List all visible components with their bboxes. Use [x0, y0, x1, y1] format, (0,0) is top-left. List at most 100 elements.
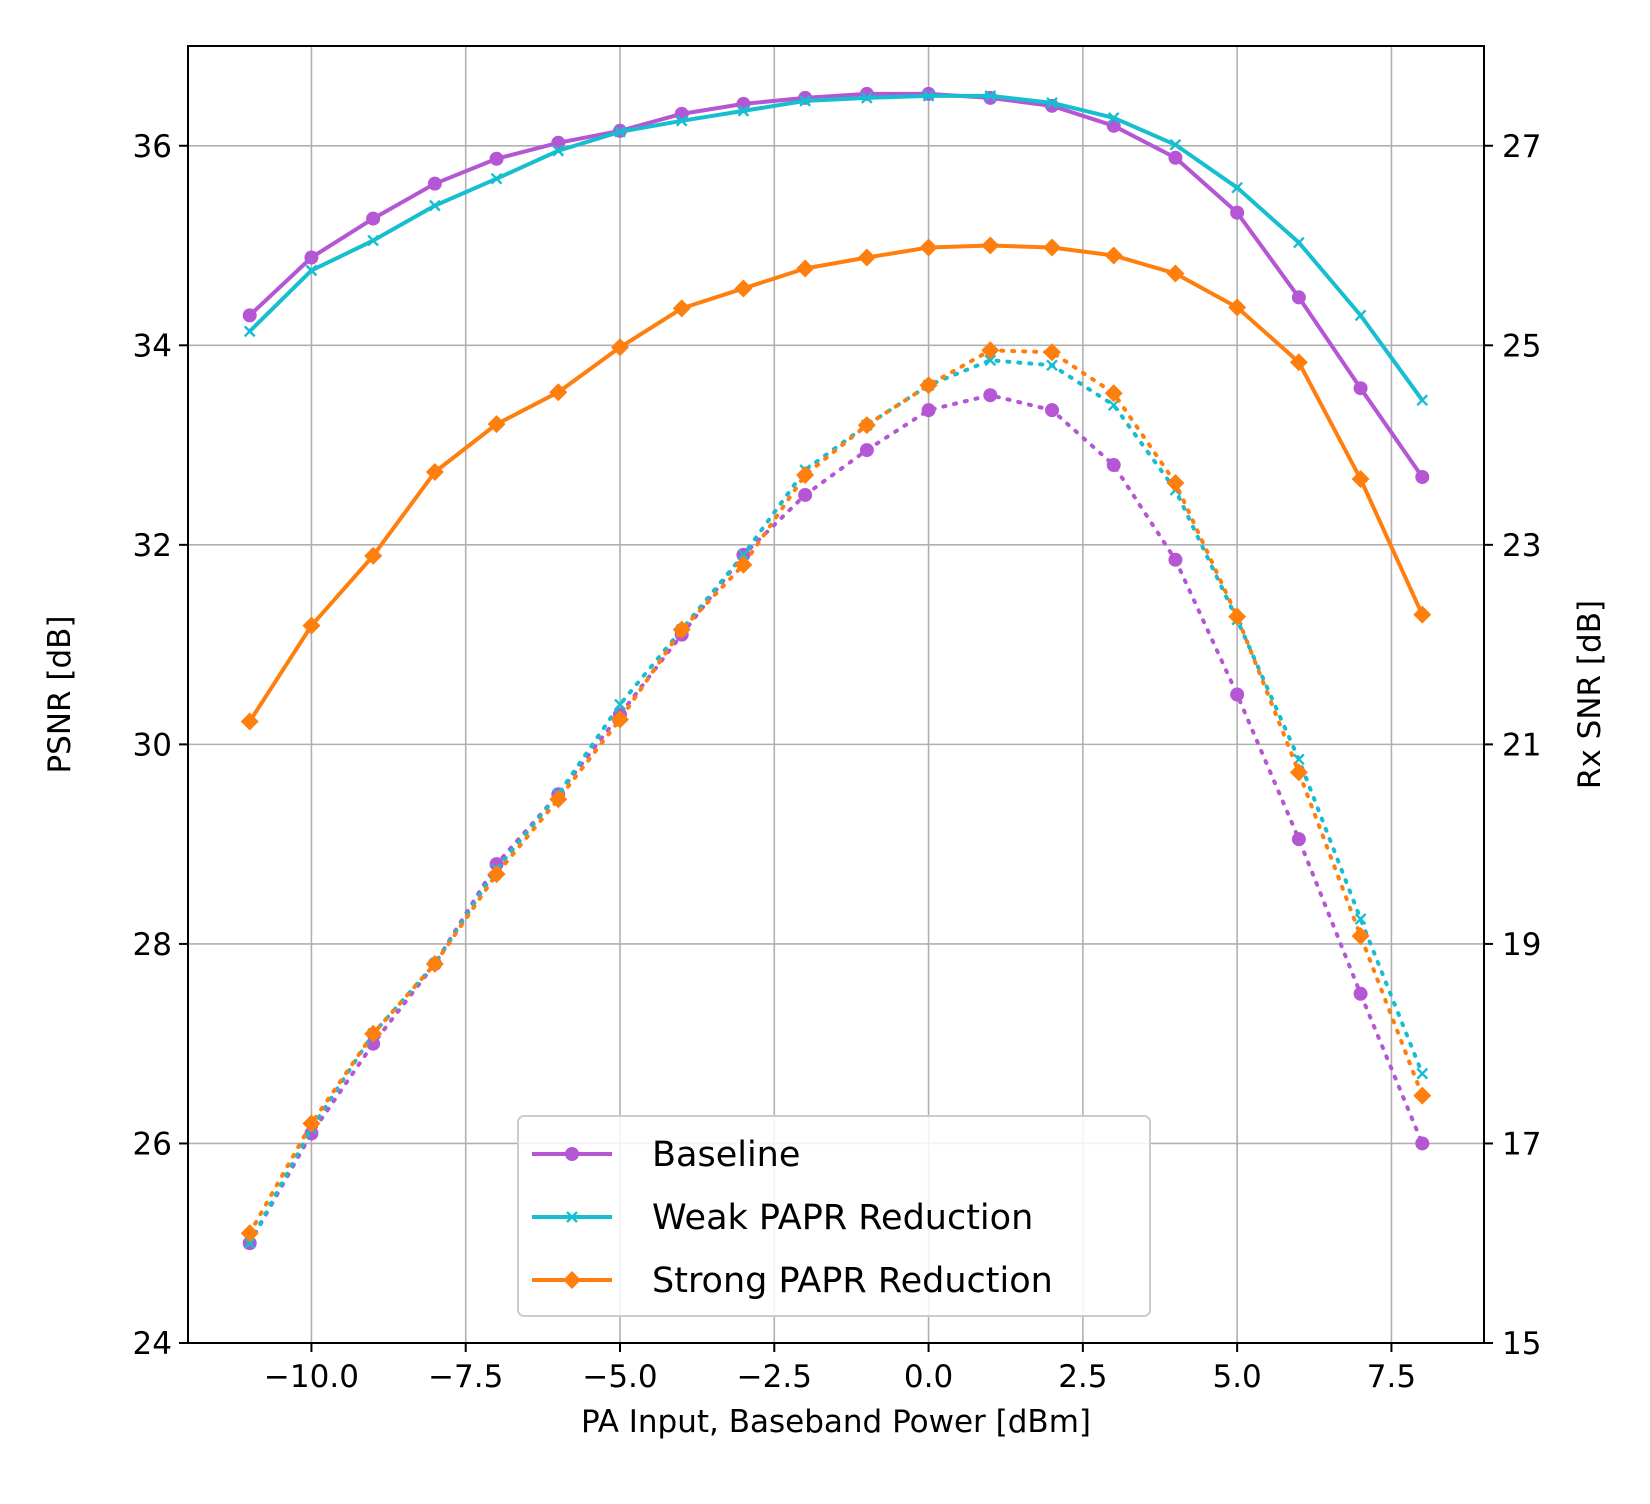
legend-marker-1 — [566, 1211, 578, 1223]
rx-snr-point — [983, 388, 998, 403]
psnr-point — [1293, 236, 1305, 249]
psnr-point — [857, 248, 876, 267]
rx-snr-point — [364, 1024, 383, 1043]
psnr-point — [489, 151, 504, 166]
plot-frame — [187, 45, 1485, 1344]
rx-snr-point — [549, 790, 568, 809]
psnr-point — [984, 90, 997, 102]
y-tick-label: 26 — [133, 1126, 172, 1162]
psnr-point — [611, 338, 629, 357]
psnr-point — [243, 325, 256, 338]
psnr-point — [1169, 138, 1182, 151]
legend-box — [517, 1115, 1151, 1317]
y2-tick-label: 27 — [1502, 129, 1541, 165]
psnr-point — [861, 92, 873, 104]
psnr-point — [1104, 246, 1123, 265]
rx-snr-point — [1046, 359, 1058, 372]
psnr-point — [1416, 394, 1429, 407]
psnr-line-2 — [248, 243, 1425, 723]
psnr-line-0 — [248, 91, 1424, 479]
rx-snr-point — [1107, 399, 1120, 412]
psnr-point — [367, 234, 379, 247]
rx-snr-point — [1291, 832, 1306, 847]
psnr-point — [1166, 264, 1185, 283]
psnr-point — [734, 279, 753, 298]
rx-snr-point — [1353, 986, 1368, 1001]
y2-tick-label: 21 — [1502, 727, 1541, 763]
rx-snr-point — [859, 443, 874, 458]
psnr-point — [1351, 469, 1370, 488]
psnr-point — [364, 546, 383, 565]
psnr-point — [919, 238, 938, 257]
series-layer — [240, 86, 1432, 1251]
rx-snr-line-1 — [247, 358, 1425, 1246]
psnr-point — [429, 199, 441, 212]
y2-axis-label: Rx SNR [dB] — [1572, 600, 1608, 789]
rx-snr-point — [796, 466, 815, 485]
psnr-point — [1228, 298, 1247, 317]
psnr-point — [1353, 381, 1368, 396]
rx-snr-point — [611, 710, 629, 729]
x-tick-label: 5.0 — [1212, 1359, 1261, 1395]
rx-snr-point — [1413, 1086, 1432, 1105]
psnr-point — [1231, 181, 1243, 194]
rx-snr-point — [672, 620, 691, 639]
psnr-point — [549, 383, 568, 402]
y2-tick-label: 23 — [1502, 528, 1541, 564]
psnr-point — [427, 176, 442, 191]
psnr-point — [675, 114, 688, 127]
rx-snr-point — [243, 1237, 256, 1250]
grid — [188, 46, 1484, 1344]
x-tick-label: −7.5 — [428, 1359, 503, 1395]
rx-snr-point — [614, 698, 626, 711]
y-axis-label: PSNR [dB] — [42, 615, 78, 773]
psnr-point — [1289, 353, 1308, 372]
psnr-point — [1107, 111, 1120, 124]
rx-snr-point — [919, 376, 938, 395]
rx-snr-point — [1166, 473, 1185, 492]
y-tick-label: 32 — [133, 528, 172, 564]
psnr-point — [487, 415, 506, 434]
rx-snr-point — [1043, 343, 1061, 362]
rx-snr-point — [366, 1036, 381, 1051]
x-tick-label: 0.0 — [904, 1359, 953, 1395]
rx-snr-point — [240, 1224, 259, 1243]
rx-snr-point — [1228, 607, 1247, 626]
psnr-point — [796, 259, 815, 278]
rx-snr-point — [302, 1114, 321, 1133]
psnr-point — [981, 236, 1000, 255]
rx-snr-point — [981, 341, 1000, 360]
psnr-point — [302, 616, 321, 635]
rx-snr-point — [734, 555, 753, 574]
x-tick-label: −5.0 — [582, 1359, 657, 1395]
y-tick-label: 34 — [133, 328, 172, 364]
psnr-point — [1291, 290, 1306, 305]
y-tick-label: 24 — [133, 1326, 172, 1362]
psnr-point — [1043, 238, 1061, 257]
psnr-point — [922, 90, 935, 102]
psnr-point — [614, 125, 626, 138]
x-tick-label: 2.5 — [1058, 1359, 1107, 1395]
rx-snr-point — [1415, 1136, 1430, 1151]
legend-label-1: Weak PAPR Reduction — [652, 1198, 1033, 1238]
psnr-point — [737, 105, 750, 117]
psnr-point — [242, 308, 257, 323]
psnr-point — [1168, 150, 1183, 165]
psnr-point — [366, 211, 381, 226]
psnr-point — [490, 172, 503, 185]
axes: −10.0 −7.5 −5.0 −2.5 0.0 2.5 5.0 7.5 24 26 28 30 32 3… — [133, 129, 1542, 1395]
legend: Baseline Weak PAPR Reduction Strong PAPR R… — [517, 1115, 1151, 1317]
rx-snr-point — [1416, 1067, 1429, 1080]
rx-snr-point — [984, 354, 997, 367]
y2-tick-label: 17 — [1502, 1126, 1541, 1162]
rx-snr-point — [1351, 926, 1370, 945]
y-tick-label: 36 — [133, 129, 172, 165]
rx-snr-point — [487, 865, 506, 884]
y-tick-label: 28 — [133, 927, 172, 963]
legend-label-0: Baseline — [652, 1135, 800, 1175]
rx-snr-point — [425, 954, 444, 973]
x-tick-label: −2.5 — [737, 1359, 812, 1395]
rx-snr-line-0 — [247, 393, 1425, 1246]
x-tick-label: 7.5 — [1367, 1359, 1416, 1395]
